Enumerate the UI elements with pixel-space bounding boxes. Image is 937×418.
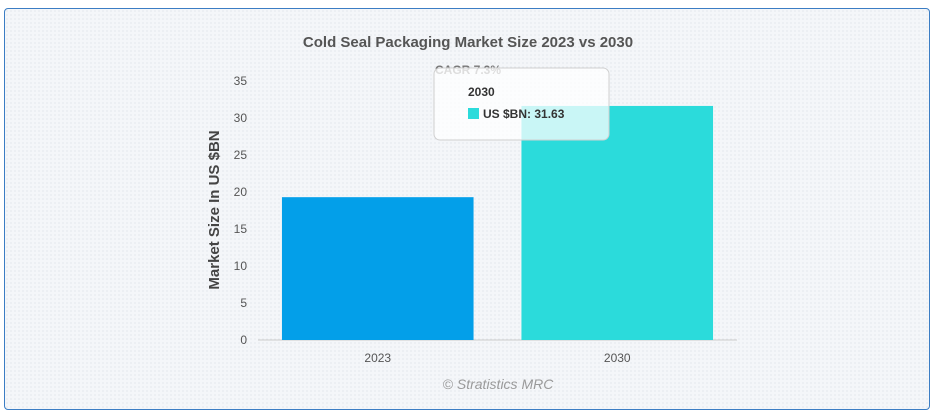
y-tick-label: 25: [234, 148, 248, 162]
y-tick-label: 0: [240, 333, 247, 347]
tooltip-box: [433, 67, 610, 141]
x-tick-label: 2030: [604, 351, 631, 365]
tooltip: 2030 US $BN: 31.63: [433, 67, 610, 141]
bar-2030[interactable]: [521, 105, 714, 340]
y-tick-label: 15: [234, 222, 248, 236]
y-axis-ticks: 0 5 10 15 20 25 30 35: [234, 74, 248, 347]
y-tick-label: 30: [234, 111, 248, 125]
tooltip-value: US $BN: 31.63: [483, 107, 565, 121]
x-tick-label: 2023: [364, 351, 391, 365]
y-tick-label: 5: [240, 296, 247, 310]
y-tick-label: 35: [234, 74, 248, 88]
tooltip-swatch: [468, 108, 479, 119]
x-axis-ticks: 2023 2030: [364, 351, 631, 365]
y-tick-label: 20: [234, 185, 248, 199]
chart-title: Cold Seal Packaging Market Size 2023 vs …: [303, 34, 633, 51]
bar-2023[interactable]: [281, 197, 474, 340]
y-tick-label: 10: [234, 259, 248, 273]
credit-text: © Stratistics MRC: [443, 376, 555, 392]
y-axis-label: Market Size In US $BN: [206, 130, 223, 289]
tooltip-category: 2030: [468, 85, 495, 99]
bars: [281, 105, 714, 340]
